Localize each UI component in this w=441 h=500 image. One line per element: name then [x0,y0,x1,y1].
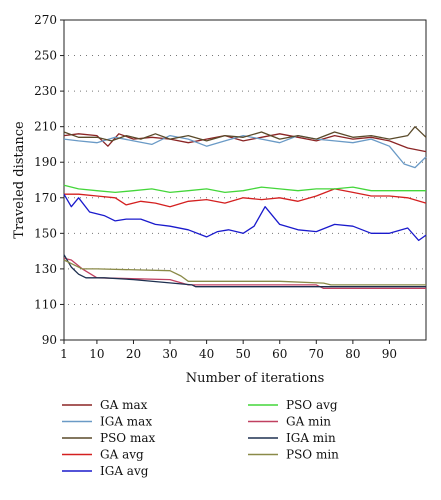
y-tick-label: 190 [34,155,57,169]
series-line-ga-avg [64,188,427,208]
y-tick-label: 270 [34,13,57,27]
legend-label: GA max [100,398,148,412]
y-tick-label: 110 [34,297,57,311]
legend-label: IGA max [100,415,152,429]
legend-label: GA avg [100,448,144,462]
series-line-iga-avg [63,193,427,242]
series-lines [63,126,427,290]
x-tick-label: 70 [309,347,324,361]
plot-frame [63,19,427,341]
y-tick-label: 210 [34,120,57,134]
series-line-ga-min [63,257,426,290]
legend-label: IGA min [286,431,336,445]
legend-label: GA min [286,415,331,429]
x-axis-label: Number of iterations [186,371,325,386]
y-axis-label: Traveled distance [12,121,27,239]
series-line-iga-min [63,254,426,288]
x-tick-label: 10 [89,347,104,361]
series-line-pso-avg [63,184,426,194]
x-tick-label: 90 [382,347,397,361]
x-tick-label: 50 [236,347,251,361]
x-tick-label: 60 [272,347,287,361]
legend-label: PSO max [100,431,155,445]
y-tick-label: 90 [42,333,57,347]
y-tick-label: 230 [34,84,57,98]
grid-lines [68,55,424,305]
x-tick-label: 40 [199,347,214,361]
legend-label: IGA avg [100,464,149,478]
x-tick-label: 30 [162,347,177,361]
x-tick-label: 1 [60,347,68,361]
y-axis-ticks: 90 110 130 150 170 190 210 230 250 270 [34,13,64,347]
legend-label: PSO min [286,448,339,462]
y-tick-label: 170 [34,191,57,205]
x-axis-ticks: 1 10 20 30 40 50 60 70 80 90 [60,340,397,361]
series-line-pso-min [63,259,426,286]
series-line-pso-max [63,126,427,142]
y-tick-label: 150 [34,226,57,240]
y-tick-label: 130 [34,262,57,276]
x-tick-label: 80 [345,347,360,361]
legend-label: PSO avg [286,398,338,412]
y-tick-label: 250 [34,49,57,63]
legend: GA max IGA max PSO max GA avg IGA avg PSO avg… [62,398,339,478]
series-line-iga-max [63,134,427,169]
x-tick-label: 20 [126,347,141,361]
